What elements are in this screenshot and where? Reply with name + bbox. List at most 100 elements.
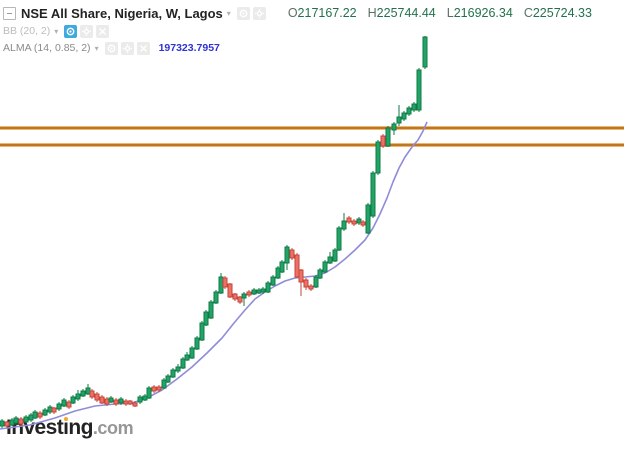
candle <box>9 419 15 426</box>
logo-orange-dot: i <box>63 416 69 439</box>
candle <box>42 409 48 416</box>
candle <box>89 390 95 398</box>
candle <box>137 396 143 403</box>
candle <box>360 221 366 226</box>
candle <box>165 375 171 383</box>
candle <box>175 366 181 372</box>
candle <box>370 172 376 217</box>
symbol-row: NSE All Share, Nigeria, W, Lagos ▾ O2171… <box>3 4 592 22</box>
eye-icon[interactable] <box>64 24 78 38</box>
candle <box>123 400 129 405</box>
candle <box>251 289 257 295</box>
candle <box>406 107 412 115</box>
chevron-down-icon[interactable]: ▾ <box>94 44 99 53</box>
candle <box>184 354 190 361</box>
candle <box>241 293 247 299</box>
candle <box>346 217 352 223</box>
candle <box>322 261 328 273</box>
candle <box>4 421 10 427</box>
ohlc-high: H225744.44 <box>367 6 436 20</box>
gear-icon[interactable] <box>80 24 94 38</box>
candle <box>151 386 157 392</box>
symbol-title[interactable]: NSE All Share, Nigeria, W, Lagos <box>21 5 223 21</box>
indicator-label-bb[interactable]: BB (20, 2) <box>3 25 51 37</box>
ohlc-close: C225724.33 <box>523 6 592 20</box>
candle <box>194 337 200 350</box>
candle <box>237 296 243 303</box>
candle <box>32 411 38 419</box>
candle <box>298 269 304 283</box>
candle <box>113 399 119 405</box>
candle <box>13 417 19 424</box>
candle <box>180 358 186 369</box>
candle <box>56 403 62 410</box>
alma-line[interactable] <box>0 121 428 430</box>
candle <box>411 103 417 111</box>
candle <box>416 69 422 111</box>
candle <box>232 293 238 300</box>
gear-icon[interactable] <box>252 6 266 20</box>
candle <box>18 418 24 425</box>
candle <box>422 36 428 68</box>
indicator-label-alma[interactable]: ALMA (14, 0.85, 2) <box>3 42 91 54</box>
candle <box>246 291 252 296</box>
candle <box>94 393 100 401</box>
ohlc-readout: O217167.22 H225744.44 L216926.34 C225724… <box>288 6 592 20</box>
candle <box>203 311 209 326</box>
candle <box>47 406 53 413</box>
chart-legend: NSE All Share, Nigeria, W, Lagos ▾ O2171… <box>3 4 592 56</box>
candle <box>218 276 224 294</box>
candle <box>156 386 162 391</box>
candle <box>294 254 300 278</box>
candle <box>23 416 29 423</box>
candle <box>66 401 72 408</box>
candle <box>104 398 110 405</box>
candle <box>118 398 124 404</box>
candle <box>336 227 342 251</box>
candle <box>61 399 67 407</box>
candle <box>80 390 86 397</box>
candle <box>265 282 271 293</box>
candle <box>313 276 319 288</box>
candle <box>327 256 333 264</box>
eye-icon[interactable] <box>104 41 118 55</box>
ohlc-open: O217167.22 <box>287 6 357 20</box>
candle <box>99 396 105 404</box>
candle <box>85 387 91 395</box>
gear-icon[interactable] <box>120 41 134 55</box>
eye-icon[interactable] <box>236 6 250 20</box>
investing-logo-tld: .com <box>92 418 134 438</box>
candle <box>199 322 205 341</box>
candle <box>401 112 407 120</box>
indicator-row-alma: ALMA (14, 0.85, 2) ▾ 197323.7957 <box>3 40 592 56</box>
collapse-legend-button[interactable] <box>3 6 16 20</box>
close-icon[interactable] <box>136 41 150 55</box>
candle <box>75 393 81 400</box>
candle <box>341 220 347 230</box>
close-icon[interactable] <box>96 24 110 38</box>
candle <box>256 289 262 294</box>
candle <box>189 347 195 359</box>
candle <box>0 420 5 427</box>
candle <box>332 249 338 262</box>
candle <box>284 246 290 264</box>
candle <box>70 396 76 404</box>
chevron-down-icon[interactable]: ▾ <box>54 27 59 36</box>
candle <box>142 395 148 401</box>
candle <box>127 400 133 405</box>
candle <box>51 407 57 413</box>
candle <box>161 379 167 389</box>
candle <box>275 267 281 279</box>
candle <box>170 369 176 378</box>
candle <box>37 412 43 418</box>
indicator-value-alma: 197323.7957 <box>158 42 220 54</box>
candle <box>351 220 357 225</box>
candle <box>270 276 276 286</box>
candle <box>227 283 233 298</box>
candle <box>146 387 152 399</box>
ohlc-low: L216926.34 <box>446 6 513 20</box>
candle <box>356 218 362 224</box>
candle <box>260 288 266 293</box>
chevron-down-icon[interactable]: ▾ <box>226 9 231 18</box>
